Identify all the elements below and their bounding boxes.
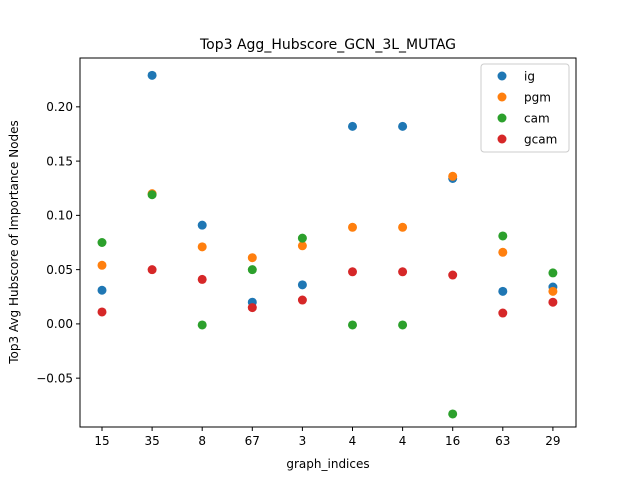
legend-marker-cam <box>497 113 507 123</box>
legend-label-gcam: gcam <box>524 132 557 146</box>
point-pgm <box>548 286 558 296</box>
legend-label-ig: ig <box>524 69 535 83</box>
legend-marker-ig <box>497 71 507 81</box>
x-tick-label: 8 <box>198 434 206 448</box>
point-pgm <box>97 260 107 270</box>
point-gcam <box>297 295 307 305</box>
y-tick-label: 0.20 <box>46 100 73 114</box>
point-pgm <box>348 222 357 232</box>
y-axis-ticks: −0.05 0.00 0.05 0.10 0.15 0.20 <box>36 100 80 385</box>
point-ig <box>398 121 408 131</box>
point-ig <box>348 121 357 131</box>
x-tick-label: 67 <box>245 434 260 448</box>
point-cam <box>348 320 357 330</box>
point-ig <box>297 280 307 290</box>
point-pgm <box>297 241 307 251</box>
legend-label-pgm: pgm <box>524 90 551 104</box>
y-axis-label: Top3 Avg Hubscore of Importance Nodes <box>7 120 21 365</box>
x-axis-label: graph_indices <box>286 457 369 471</box>
point-cam <box>297 233 307 243</box>
axes-frame <box>79 57 577 428</box>
point-pgm <box>448 171 458 181</box>
x-axis-ticks: 15 35 8 67 3 4 4 16 63 29 <box>94 427 561 448</box>
point-pgm <box>498 247 508 257</box>
point-gcam <box>247 303 257 313</box>
point-gcam <box>398 267 408 277</box>
x-tick-label: 63 <box>495 434 510 448</box>
point-pgm <box>398 222 408 232</box>
point-cam <box>247 265 257 275</box>
x-tick-label: 4 <box>399 434 407 448</box>
plot-area: 15 35 8 67 3 4 4 16 63 29 −0.05 0.00 0.05 0.10 0.15 0.… <box>36 57 577 448</box>
point-cam <box>147 190 157 200</box>
point-gcam <box>548 297 558 307</box>
point-cam <box>97 238 107 247</box>
point-pgm <box>197 242 207 252</box>
point-gcam <box>498 308 508 318</box>
y-tick-label: −0.05 <box>36 371 73 385</box>
point-ig <box>147 70 157 80</box>
point-gcam <box>348 267 357 277</box>
legend-marker-gcam <box>497 134 507 144</box>
chart-title: Top3 Agg_Hubscore_GCN_3L_MUTAG <box>199 37 456 53</box>
x-tick-label: 29 <box>545 434 560 448</box>
x-tick-label: 35 <box>144 434 159 448</box>
y-tick-label: 0.15 <box>46 154 73 168</box>
point-gcam <box>197 274 207 284</box>
y-tick-label: 0.00 <box>46 317 73 331</box>
point-ig <box>197 220 207 230</box>
point-cam <box>448 409 458 419</box>
point-gcam <box>147 265 157 275</box>
point-gcam <box>448 270 458 280</box>
point-cam <box>197 320 207 330</box>
point-pgm <box>247 253 257 263</box>
point-gcam <box>97 307 107 317</box>
x-tick-label: 4 <box>349 434 357 448</box>
point-cam <box>498 231 508 241</box>
x-tick-label: 16 <box>445 434 460 448</box>
legend-marker-pgm <box>497 92 507 102</box>
legend: ig pgm cam gcam <box>480 63 570 153</box>
y-tick-label: 0.10 <box>46 209 73 223</box>
y-tick-label: 0.05 <box>46 263 73 277</box>
point-cam <box>548 268 558 278</box>
x-tick-label: 15 <box>94 434 109 448</box>
legend-frame <box>480 63 570 153</box>
legend-label-cam: cam <box>524 111 550 125</box>
x-tick-label: 3 <box>299 434 307 448</box>
data-points <box>97 70 558 419</box>
point-cam <box>398 320 408 330</box>
point-ig <box>498 286 508 296</box>
point-ig <box>97 285 107 295</box>
